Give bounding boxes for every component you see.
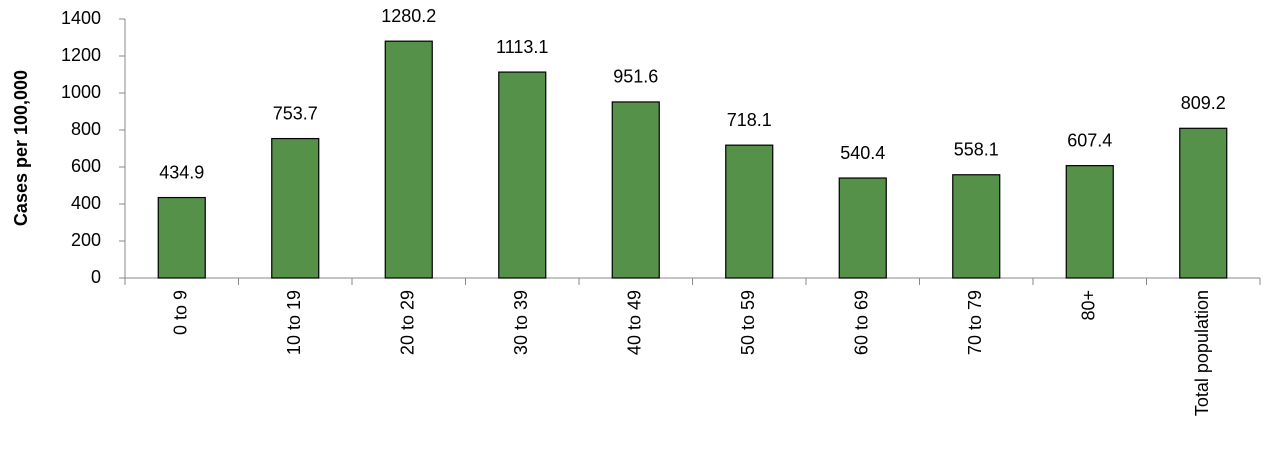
y-axis-title: Cases per 100,000 (11, 70, 31, 226)
y-tick-label: 600 (71, 156, 101, 176)
y-tick-label: 1000 (61, 82, 101, 102)
y-tick-label: 200 (71, 230, 101, 250)
value-label: 607.4 (1067, 130, 1112, 150)
bar (384, 40, 433, 279)
value-label: 1113.1 (496, 37, 548, 57)
value-label: 558.1 (954, 140, 999, 160)
x-tick-label: 60 to 69 (852, 290, 872, 355)
bar (1179, 127, 1228, 279)
x-tick-label: 40 to 49 (625, 290, 645, 355)
x-tick-label: 30 to 39 (511, 290, 531, 355)
value-label: 809.2 (1181, 93, 1226, 113)
value-label: 540.4 (840, 143, 885, 163)
value-label: 951.6 (613, 67, 658, 87)
bar (498, 71, 547, 279)
bar (611, 101, 660, 279)
x-tick-label: 20 to 29 (398, 290, 418, 355)
y-tick-label: 800 (71, 119, 101, 139)
bar (271, 137, 320, 279)
value-label: 718.1 (727, 110, 772, 130)
value-label: 1280.2 (381, 6, 436, 26)
x-tick-label: 80+ (1079, 290, 1099, 321)
x-tick-label: 50 to 59 (738, 290, 758, 355)
value-label: 753.7 (273, 103, 318, 123)
bar (952, 174, 1001, 279)
y-tick-label: 0 (91, 267, 101, 287)
x-tick-label: Total population (1192, 290, 1212, 416)
x-tick-label: 70 to 79 (965, 290, 985, 355)
y-tick-label: 1200 (61, 45, 101, 65)
value-label: 434.9 (159, 162, 204, 182)
x-tick-label: 0 to 9 (171, 290, 191, 335)
bar (157, 196, 206, 279)
bar (1065, 165, 1114, 279)
bar (725, 144, 774, 279)
y-tick-label: 400 (71, 193, 101, 213)
x-tick-label: 10 to 19 (284, 290, 304, 355)
bar (838, 177, 887, 279)
y-tick-label: 1400 (61, 8, 101, 28)
